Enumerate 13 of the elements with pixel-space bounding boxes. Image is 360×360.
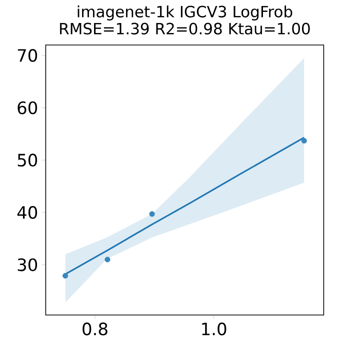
y-tick-label: 70 xyxy=(18,49,38,62)
point xyxy=(104,256,110,262)
y-tick-label: 50 xyxy=(18,154,38,167)
y-tick-label: 40 xyxy=(17,206,38,219)
chart-title: imagenet-1k IGCV3 LogFrob xyxy=(78,5,292,20)
point xyxy=(149,211,155,217)
point xyxy=(62,272,68,279)
x-tick-label: 1.0 xyxy=(202,322,226,336)
chart-subtitle: RMSE=1.39 R2=0.98 Ktau=1.00 xyxy=(60,22,310,34)
x-tick-label: 0.8 xyxy=(82,322,108,336)
y-tick-label: 60 xyxy=(18,101,38,114)
point xyxy=(301,138,307,144)
y-tick-label: 30 xyxy=(18,258,38,272)
